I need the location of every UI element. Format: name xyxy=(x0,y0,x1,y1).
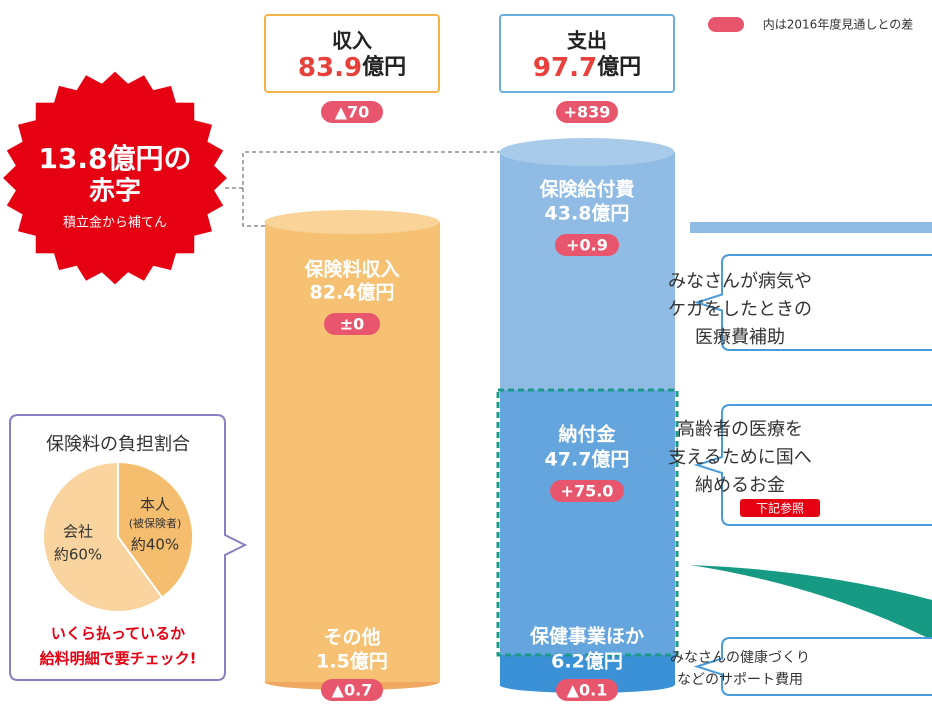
diff-pill xyxy=(321,679,383,701)
cylinder-segment xyxy=(500,390,675,655)
slice-note: (被保険者) xyxy=(129,516,182,530)
slice-label: 約40% xyxy=(131,536,179,554)
diff-pill xyxy=(555,234,619,256)
item-amount: 1.5億円 xyxy=(316,650,388,673)
callout-line: みなさんが病気や xyxy=(668,271,812,292)
amount-number: 83.9 xyxy=(298,53,362,83)
cylinder-top xyxy=(499,138,675,166)
teal-swoosh xyxy=(690,565,932,640)
callout-box xyxy=(693,254,932,351)
deficit-note: 積立金から補てん xyxy=(63,215,167,231)
item-name: 納付金 xyxy=(558,423,616,446)
item-amount: 47.7億円 xyxy=(545,448,630,471)
diff-label: ±0 xyxy=(340,315,365,334)
item-name: 保健事業ほか xyxy=(529,625,644,648)
slice-name: 会社 xyxy=(63,523,93,541)
diff-label: +839 xyxy=(564,103,611,122)
item-amount: 43.8億円 xyxy=(545,202,630,225)
diff-label: +75.0 xyxy=(561,482,614,501)
diff-pill xyxy=(324,313,380,335)
item-name: その他 xyxy=(323,626,380,649)
amount-unit: 億円 xyxy=(597,54,641,80)
amount-unit: 億円 xyxy=(362,54,406,80)
callout-line: 支えるために国へ xyxy=(668,447,811,468)
cylinder-body xyxy=(265,222,440,682)
share-note: いくら払っているか xyxy=(51,625,185,643)
diff-label: ▲0.7 xyxy=(332,681,373,700)
header-box xyxy=(499,14,675,93)
tag-text: 下記参照 xyxy=(756,501,804,516)
diff-label: +0.9 xyxy=(566,236,608,255)
amount-number: 97.7 xyxy=(533,53,597,83)
item-amount: 6.2億円 xyxy=(551,650,623,673)
item-amount: 82.4億円 xyxy=(310,281,395,304)
diff-label: ▲70 xyxy=(335,103,370,122)
diff-label: ▲0.1 xyxy=(567,681,608,700)
connector xyxy=(225,151,500,189)
callout-box xyxy=(693,637,932,696)
item-name: 保険給付費 xyxy=(538,178,634,201)
slice-name: 本人 xyxy=(140,496,170,514)
connector xyxy=(242,188,265,227)
header-amount: 97.7億円 xyxy=(533,53,641,83)
cylinder-top xyxy=(264,210,440,234)
callout-line: などのサポート費用 xyxy=(677,672,803,688)
pie-slice xyxy=(42,460,164,613)
header-title: 収入 xyxy=(332,29,372,53)
callout-line: 納めるお金 xyxy=(695,475,785,496)
diff-pill xyxy=(321,101,383,123)
callout-line: 高齢者の医療を xyxy=(677,419,803,440)
diff-pill xyxy=(556,679,618,701)
pie-slice xyxy=(117,460,194,600)
share-note: 給料明細で要チェック! xyxy=(40,650,197,668)
header-amount: 83.9億円 xyxy=(298,53,406,83)
item-name: 保険料収入 xyxy=(303,258,399,281)
callout-line: ケガをしたときの xyxy=(668,299,812,320)
blue-band xyxy=(690,222,932,233)
deficit-amount: 13.8億円の xyxy=(38,142,191,175)
dashed-frame xyxy=(496,388,679,657)
slice-label: 約60% xyxy=(54,546,102,564)
header-box xyxy=(264,14,440,93)
tag xyxy=(740,499,820,517)
legend-text: 内は2016年度見通しとの差 xyxy=(763,17,913,32)
share-title: 保険料の負担割合 xyxy=(46,434,190,455)
cylinder-segment xyxy=(500,152,675,390)
callout-line: 医療費補助 xyxy=(695,327,785,348)
legend-swatch xyxy=(708,17,744,32)
diff-pill xyxy=(556,101,618,123)
header-title: 支出 xyxy=(567,29,607,53)
deficit-word: 赤字 xyxy=(89,176,141,207)
cylinder-body xyxy=(265,672,440,682)
callout-box xyxy=(693,404,932,526)
deficit-burst xyxy=(3,71,227,285)
diff-pill xyxy=(550,480,624,502)
callout-line: みなさんの健康づくり xyxy=(670,649,810,666)
